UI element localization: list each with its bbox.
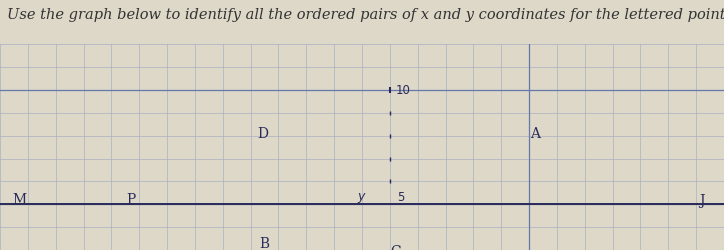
Text: P: P <box>126 192 135 206</box>
Text: M: M <box>12 192 27 206</box>
Text: B: B <box>259 236 269 250</box>
Text: C: C <box>390 244 400 250</box>
Text: D: D <box>258 127 269 141</box>
Text: 5: 5 <box>397 190 404 203</box>
Text: 10: 10 <box>395 84 411 97</box>
Text: y: y <box>358 189 365 202</box>
Text: J: J <box>699 193 704 207</box>
Text: Use the graph below to identify all the ordered pairs of x and y coordinates for: Use the graph below to identify all the … <box>7 8 724 22</box>
Text: A: A <box>530 127 539 141</box>
